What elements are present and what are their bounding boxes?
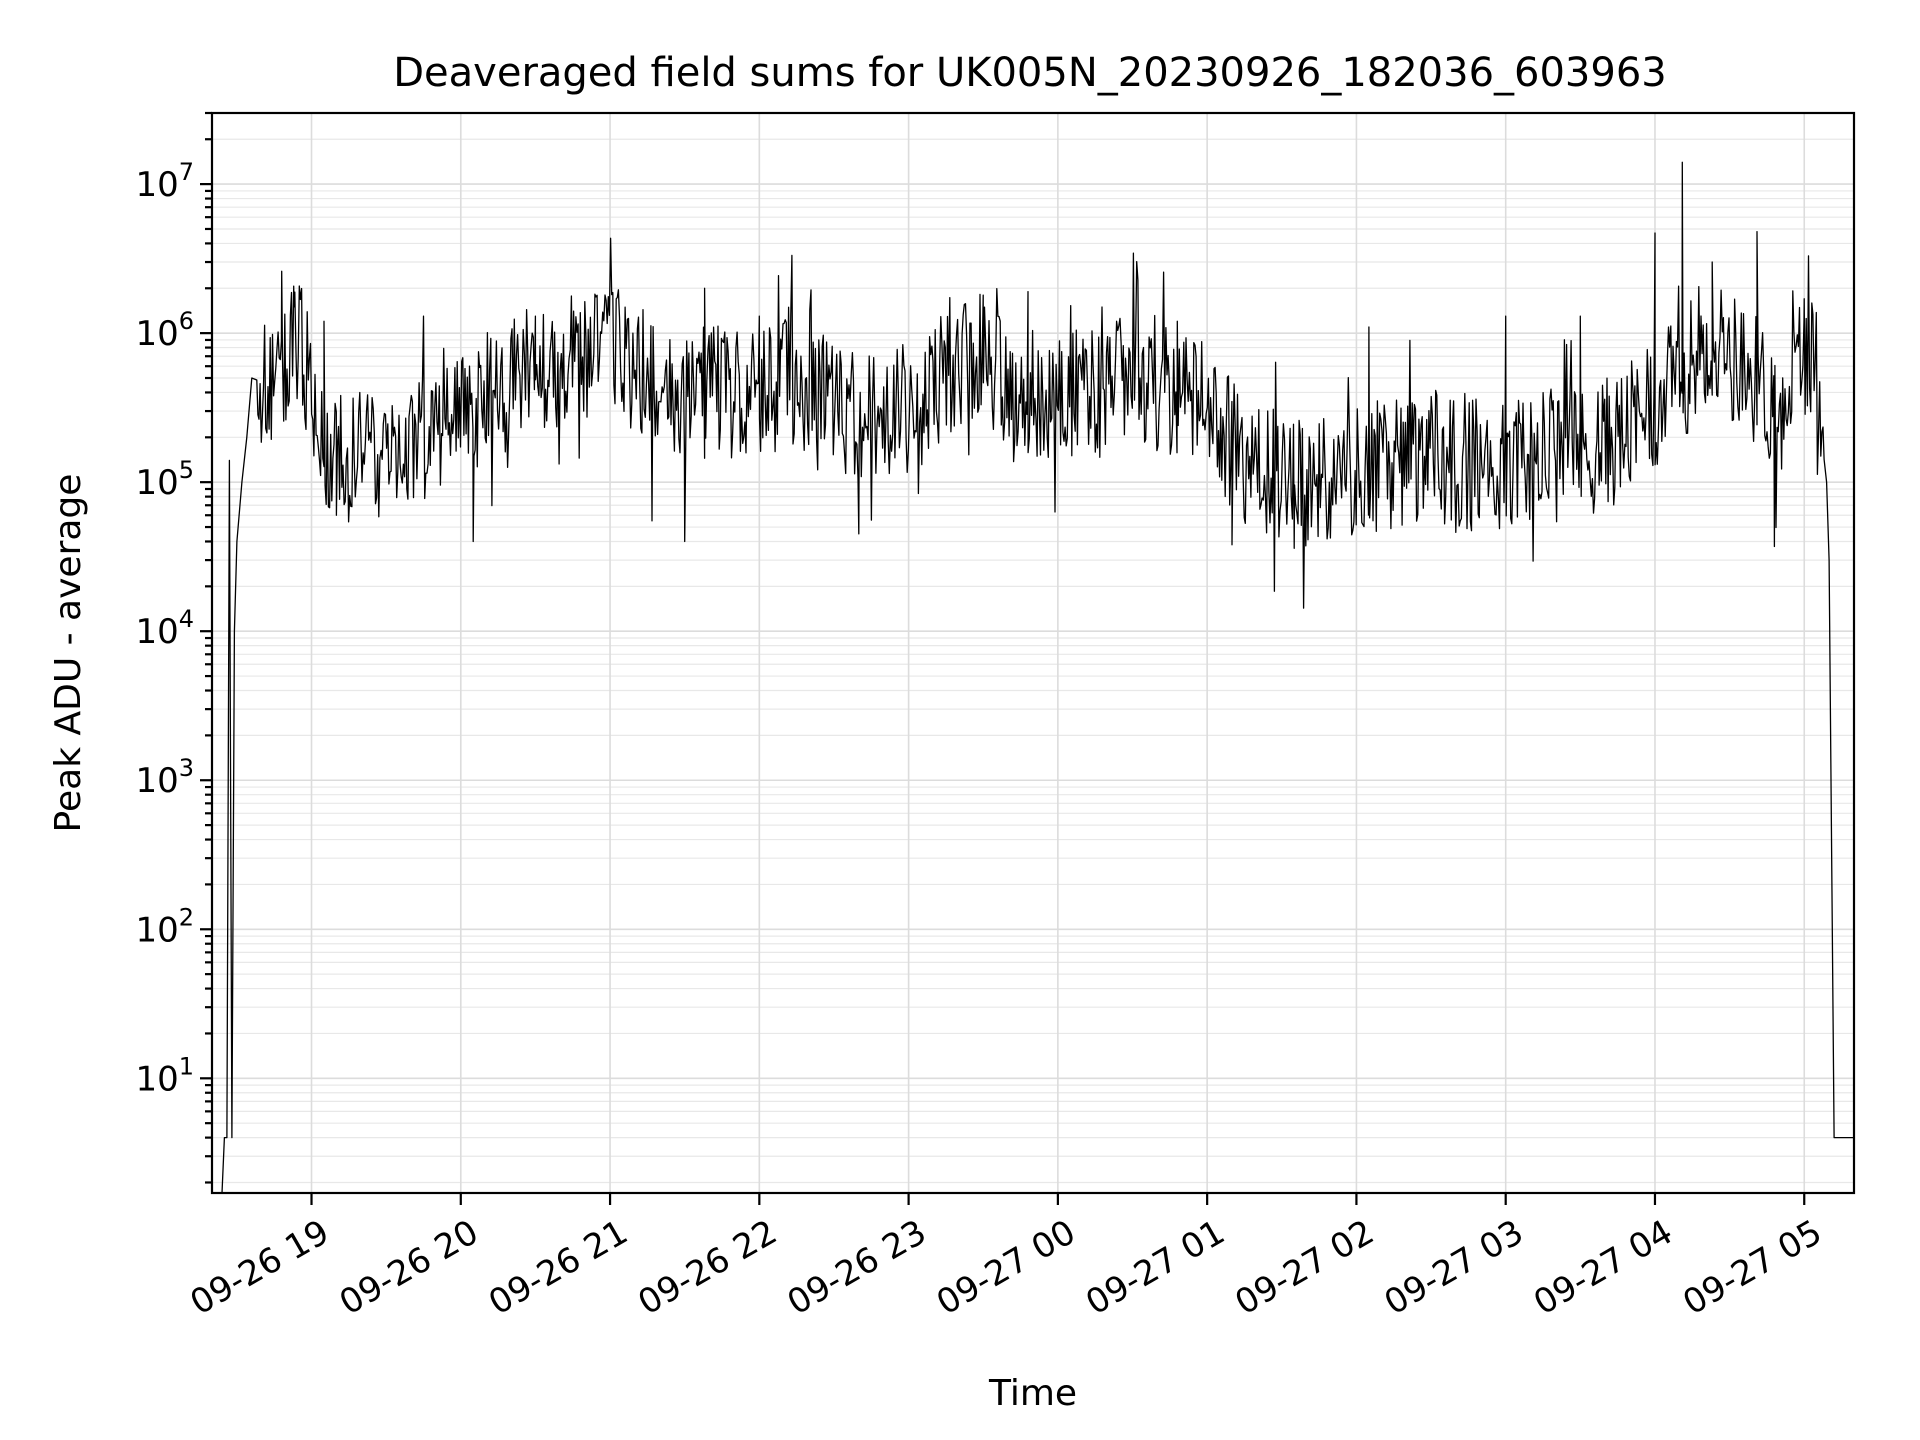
y-tick-label: 106 xyxy=(135,307,194,354)
chart-title: Deaveraged field sums for UK005N_2023092… xyxy=(393,50,1666,96)
y-tick-label: 107 xyxy=(135,158,194,205)
ticks xyxy=(200,111,1806,1205)
x-axis-label: Time xyxy=(988,1373,1077,1414)
y-axis-label: Peak ADU - average xyxy=(48,474,89,833)
x-tick-label: 09-26 21 xyxy=(482,1212,634,1323)
x-tick-label: 09-27 05 xyxy=(1676,1212,1828,1323)
x-tick-label: 09-26 23 xyxy=(781,1212,933,1323)
x-tick-label: 09-27 01 xyxy=(1079,1212,1231,1323)
y-tick-label: 101 xyxy=(135,1052,194,1099)
x-tick-label: 09-26 19 xyxy=(184,1212,336,1323)
plot-frame xyxy=(210,111,1856,1195)
series-line xyxy=(221,161,1854,1194)
y-tick-label: 103 xyxy=(135,754,194,801)
x-tick-label: 09-27 02 xyxy=(1229,1212,1381,1323)
y-tick-label: 105 xyxy=(135,456,194,503)
grid xyxy=(212,112,1854,1193)
y-tick-labels: 101 102 103 104 105 106 107 xyxy=(135,158,194,1099)
y-tick-label: 104 xyxy=(135,605,194,652)
x-tick-label: 09-26 20 xyxy=(333,1212,485,1323)
x-tick-label: 09-27 03 xyxy=(1378,1212,1530,1323)
x-tick-label: 09-27 04 xyxy=(1527,1212,1679,1323)
x-tick-label: 09-26 22 xyxy=(631,1212,783,1323)
y-tick-label: 102 xyxy=(135,903,194,950)
x-tick-label: 09-27 00 xyxy=(930,1212,1082,1323)
